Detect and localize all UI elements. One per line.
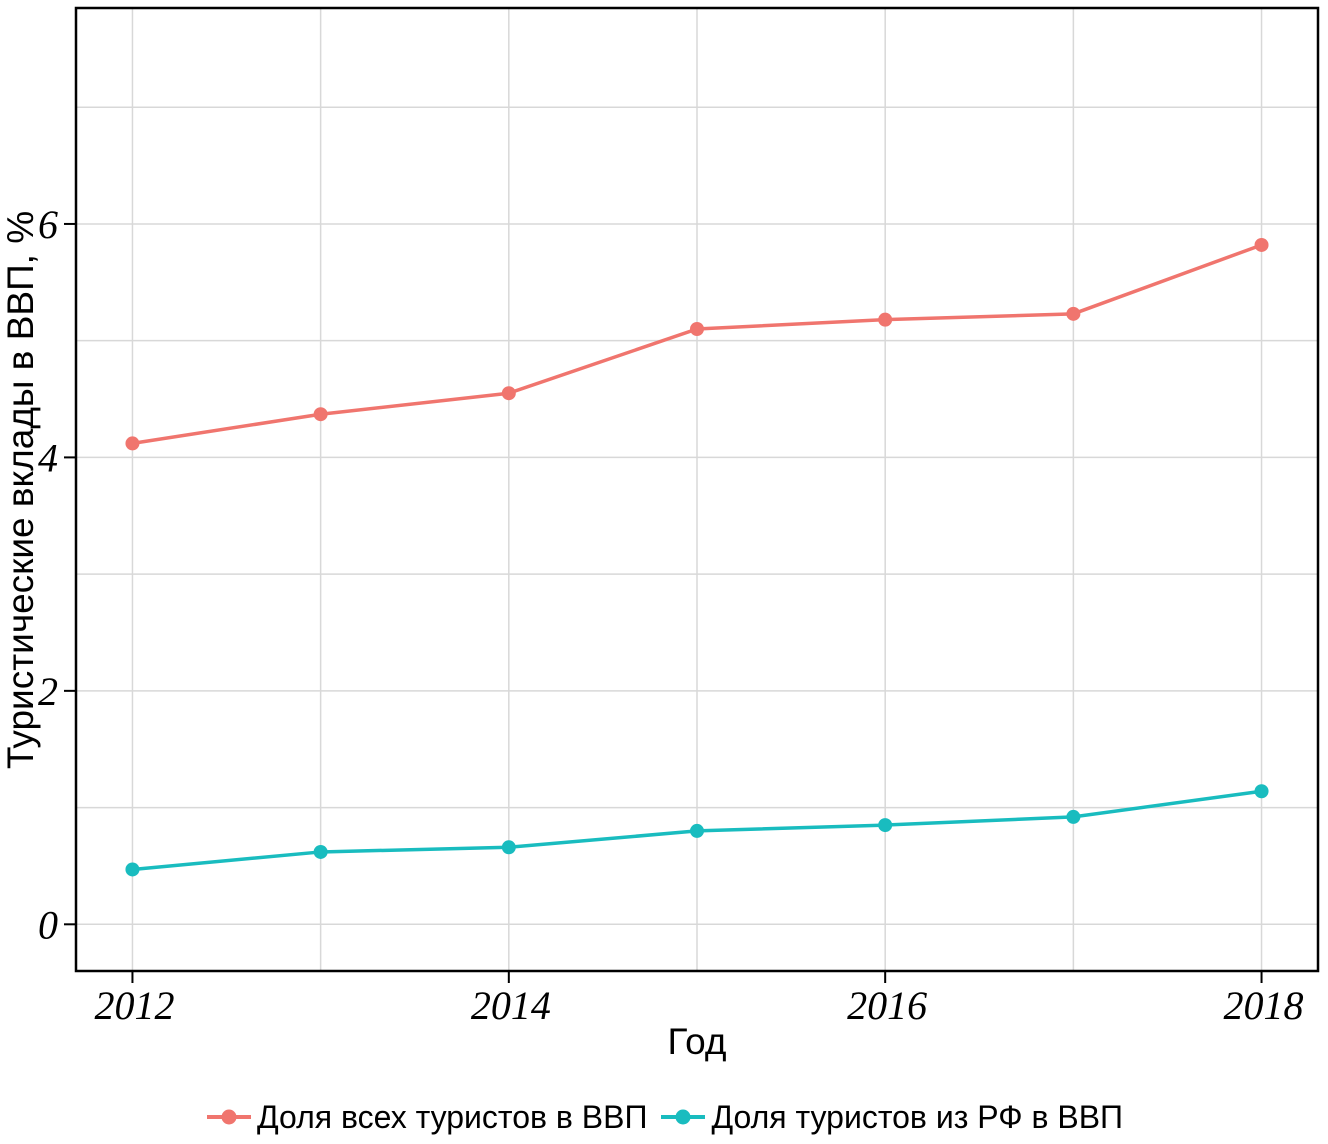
data-point-0-2018 bbox=[1254, 237, 1269, 252]
data-point-1-2014 bbox=[501, 840, 516, 855]
legend-item-rf-tourists: Доля туристов из РФ в ВВП bbox=[659, 1099, 1123, 1136]
legend-marker-all-tourists-icon bbox=[206, 1109, 251, 1125]
data-point-1-2015 bbox=[690, 823, 704, 838]
data-point-0-2014 bbox=[501, 386, 516, 401]
x-tick-label: 2018 bbox=[1224, 983, 1304, 1028]
panel-border bbox=[74, 6, 1320, 973]
line-plot: 0 2 4 6 2012 2014 2016 2018 Год Туристические в… bbox=[0, 6, 1320, 1062]
y-tick-label: 6 bbox=[38, 202, 58, 247]
data-point-1-2018 bbox=[1254, 784, 1269, 799]
x-tick-label: 2012 bbox=[94, 983, 174, 1028]
y-tick-label: 0 bbox=[38, 902, 58, 947]
x-axis-title: Год bbox=[668, 1021, 727, 1062]
data-point-1-2012 bbox=[125, 862, 140, 877]
plot-area: 0 2 4 6 2012 2014 2016 2018 bbox=[38, 6, 1320, 1028]
data-point-1-2017 bbox=[1066, 809, 1081, 824]
legend: Доля всех туристов в ВВП Доля туристов и… bbox=[0, 1094, 1328, 1140]
data-point-0-2013 bbox=[313, 407, 328, 422]
legend-point bbox=[675, 1109, 691, 1125]
y-axis-title: Туристические вклады в ВВП, % bbox=[0, 211, 41, 769]
x-tick-label: 2016 bbox=[847, 983, 927, 1028]
y-tick-label: 2 bbox=[38, 669, 58, 714]
data-point-0-2016 bbox=[878, 312, 893, 327]
legend-label-rf-tourists: Доля туристов из РФ в ВВП bbox=[711, 1098, 1124, 1135]
data-point-0-2015 bbox=[690, 322, 704, 336]
x-tick-label: 2014 bbox=[471, 983, 551, 1028]
data-point-0-2012 bbox=[125, 436, 140, 451]
legend-label-all-tourists: Доля всех туристов в ВВП bbox=[256, 1098, 648, 1135]
y-tick-label: 4 bbox=[38, 435, 58, 480]
legend-marker-rf-tourists-icon bbox=[661, 1109, 706, 1125]
legend-item-all-tourists: Доля всех туристов в ВВП bbox=[205, 1098, 648, 1136]
data-point-0-2017 bbox=[1066, 306, 1081, 321]
legend-point bbox=[221, 1109, 237, 1125]
data-point-1-2013 bbox=[313, 844, 328, 859]
data-point-1-2016 bbox=[878, 818, 893, 833]
